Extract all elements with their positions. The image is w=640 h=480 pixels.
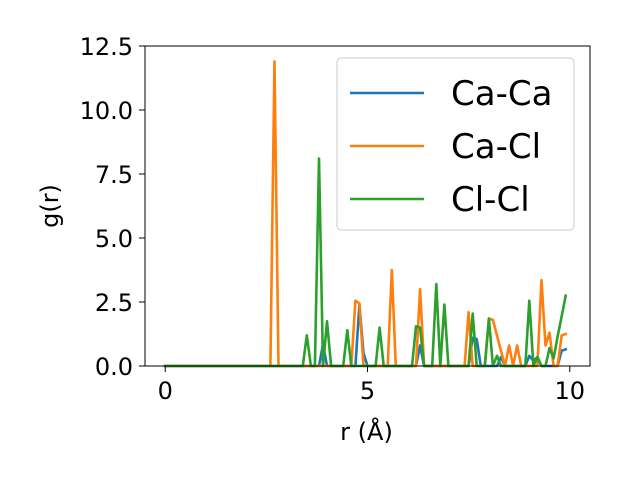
- series-line-cl-cl: [163, 157, 568, 368]
- y-tick-label: 12.5: [80, 33, 133, 61]
- y-tick-label: 10.0: [80, 97, 133, 125]
- x-tick-label: 5: [360, 377, 375, 405]
- legend: Ca-Ca Ca-Cl Cl-Cl: [336, 57, 575, 231]
- legend-box: [336, 57, 575, 231]
- legend-entry-label: Ca-Ca: [451, 74, 552, 114]
- y-axis-label: g(r): [36, 184, 64, 228]
- y-tick-label: 5.0: [95, 225, 133, 253]
- x-tick-label: 10: [554, 377, 585, 405]
- x-tick-label: 0: [158, 377, 173, 405]
- y-tick-label: 0.0: [95, 353, 133, 381]
- legend-entry-label: Cl-Cl: [451, 180, 530, 220]
- axes: 0 5 10 0.0 2.5 5.0 7.5 10.0 12.5 r (Å) g(r): [36, 33, 591, 446]
- legend-entry-label: Ca-Cl: [451, 127, 541, 167]
- y-tick-label: 2.5: [95, 289, 133, 317]
- x-axis-label: r (Å): [340, 417, 393, 446]
- y-tick-label: 7.5: [95, 161, 133, 189]
